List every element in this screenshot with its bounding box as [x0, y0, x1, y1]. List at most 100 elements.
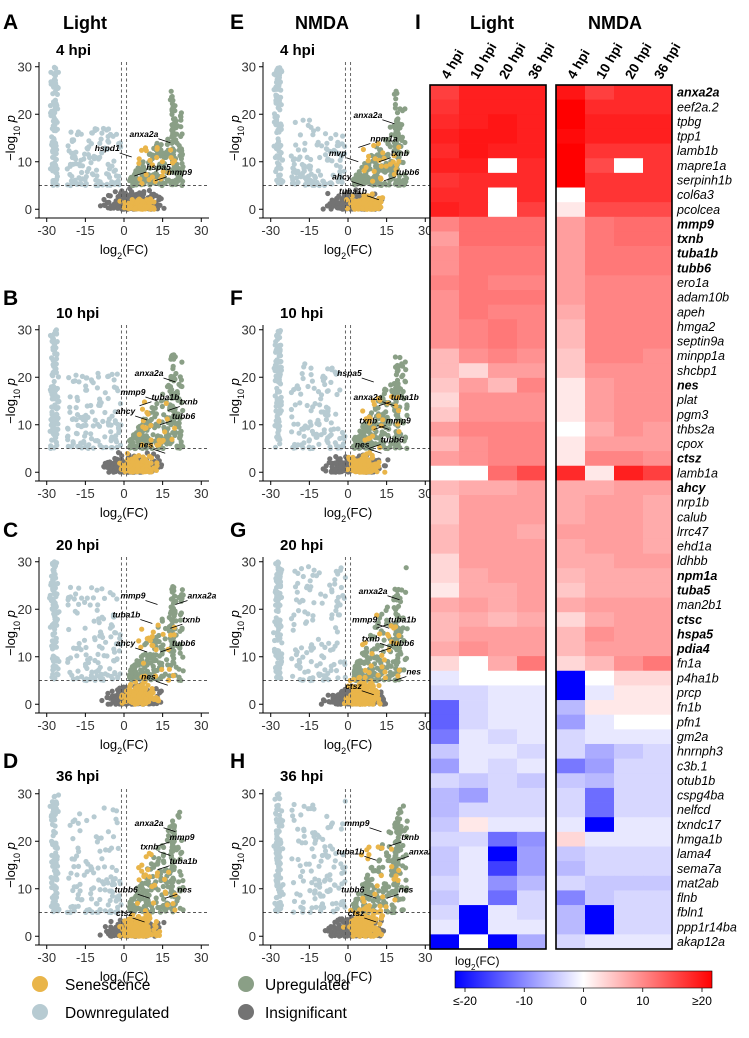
data-point	[397, 125, 403, 131]
x-tick-label: -30	[37, 950, 56, 965]
data-point	[51, 369, 57, 375]
data-point	[54, 854, 60, 860]
data-point	[142, 685, 148, 691]
data-point	[88, 431, 94, 437]
data-point	[340, 133, 346, 139]
data-point	[82, 433, 88, 439]
data-point	[275, 136, 281, 142]
data-point	[153, 411, 159, 417]
data-point	[111, 158, 117, 164]
column-title-light: Light	[63, 13, 107, 33]
data-point	[275, 79, 281, 85]
data-point	[52, 89, 58, 95]
data-point	[276, 174, 282, 180]
data-point	[52, 868, 58, 874]
data-point	[97, 907, 103, 913]
panel-letter-f: F	[230, 287, 243, 310]
data-point	[67, 822, 73, 828]
data-point	[49, 409, 55, 415]
data-point	[134, 660, 140, 666]
data-point	[104, 653, 110, 659]
data-point	[170, 584, 176, 590]
data-point	[358, 174, 364, 180]
data-point	[166, 382, 172, 388]
data-point	[139, 406, 146, 412]
data-point	[146, 187, 152, 194]
gene-pointer	[134, 171, 147, 177]
data-point	[149, 405, 155, 411]
data-point	[170, 167, 176, 173]
data-point	[161, 155, 167, 161]
data-point	[146, 874, 153, 880]
data-point	[53, 151, 59, 157]
data-point	[382, 463, 388, 469]
data-point	[140, 159, 146, 165]
data-point	[170, 848, 176, 854]
gene-label: tubb6	[115, 884, 138, 894]
data-point	[160, 858, 167, 864]
data-point	[277, 441, 283, 447]
data-point	[156, 639, 162, 645]
data-point	[64, 182, 71, 188]
data-point	[139, 862, 145, 868]
gene-label: anxa2a	[135, 368, 164, 378]
data-point	[94, 385, 100, 391]
data-point	[162, 180, 168, 186]
x-axis-label: log2(FC)	[100, 242, 148, 261]
data-point	[167, 179, 173, 185]
data-point	[112, 189, 118, 195]
data-point	[72, 154, 78, 160]
data-point	[180, 592, 186, 598]
data-point	[97, 203, 104, 209]
data-point	[333, 460, 339, 466]
data-point	[159, 403, 165, 410]
data-point	[95, 370, 101, 376]
data-point	[99, 697, 105, 704]
x-tick-label: 30	[194, 950, 208, 965]
data-point	[71, 596, 77, 602]
data-point	[154, 154, 160, 161]
data-point	[101, 864, 108, 870]
data-point	[156, 150, 162, 156]
data-point	[170, 673, 176, 679]
data-point	[360, 146, 366, 153]
x-tick-label: -15	[76, 486, 95, 501]
data-point	[139, 626, 145, 632]
data-point	[178, 872, 184, 878]
data-point	[47, 624, 54, 630]
x-tick-label: -15	[76, 223, 95, 238]
data-point	[76, 640, 82, 647]
data-point	[178, 432, 184, 438]
x-tick-label: -15	[76, 950, 95, 965]
data-point	[143, 696, 149, 702]
data-point	[173, 177, 179, 183]
data-point	[96, 877, 102, 883]
data-point	[110, 878, 116, 884]
data-point	[337, 463, 344, 470]
data-point	[100, 634, 106, 641]
data-point	[150, 629, 156, 635]
data-point	[52, 167, 59, 173]
data-point	[140, 660, 147, 666]
data-point	[356, 169, 362, 175]
data-point	[164, 416, 170, 422]
data-point	[100, 125, 107, 132]
data-point	[159, 159, 165, 165]
data-point	[300, 117, 306, 123]
data-point	[144, 409, 150, 416]
data-point	[297, 132, 303, 138]
data-point	[113, 131, 120, 137]
data-point	[67, 394, 73, 400]
data-point	[178, 150, 184, 156]
data-point	[101, 196, 107, 203]
data-point	[131, 697, 138, 704]
data-point	[100, 182, 106, 188]
data-point	[75, 863, 82, 870]
volcano-points	[47, 327, 186, 475]
data-point	[164, 902, 170, 908]
data-point	[69, 173, 75, 179]
x-tick-label: 0	[120, 718, 127, 733]
x-tick-label: 0	[120, 486, 127, 501]
